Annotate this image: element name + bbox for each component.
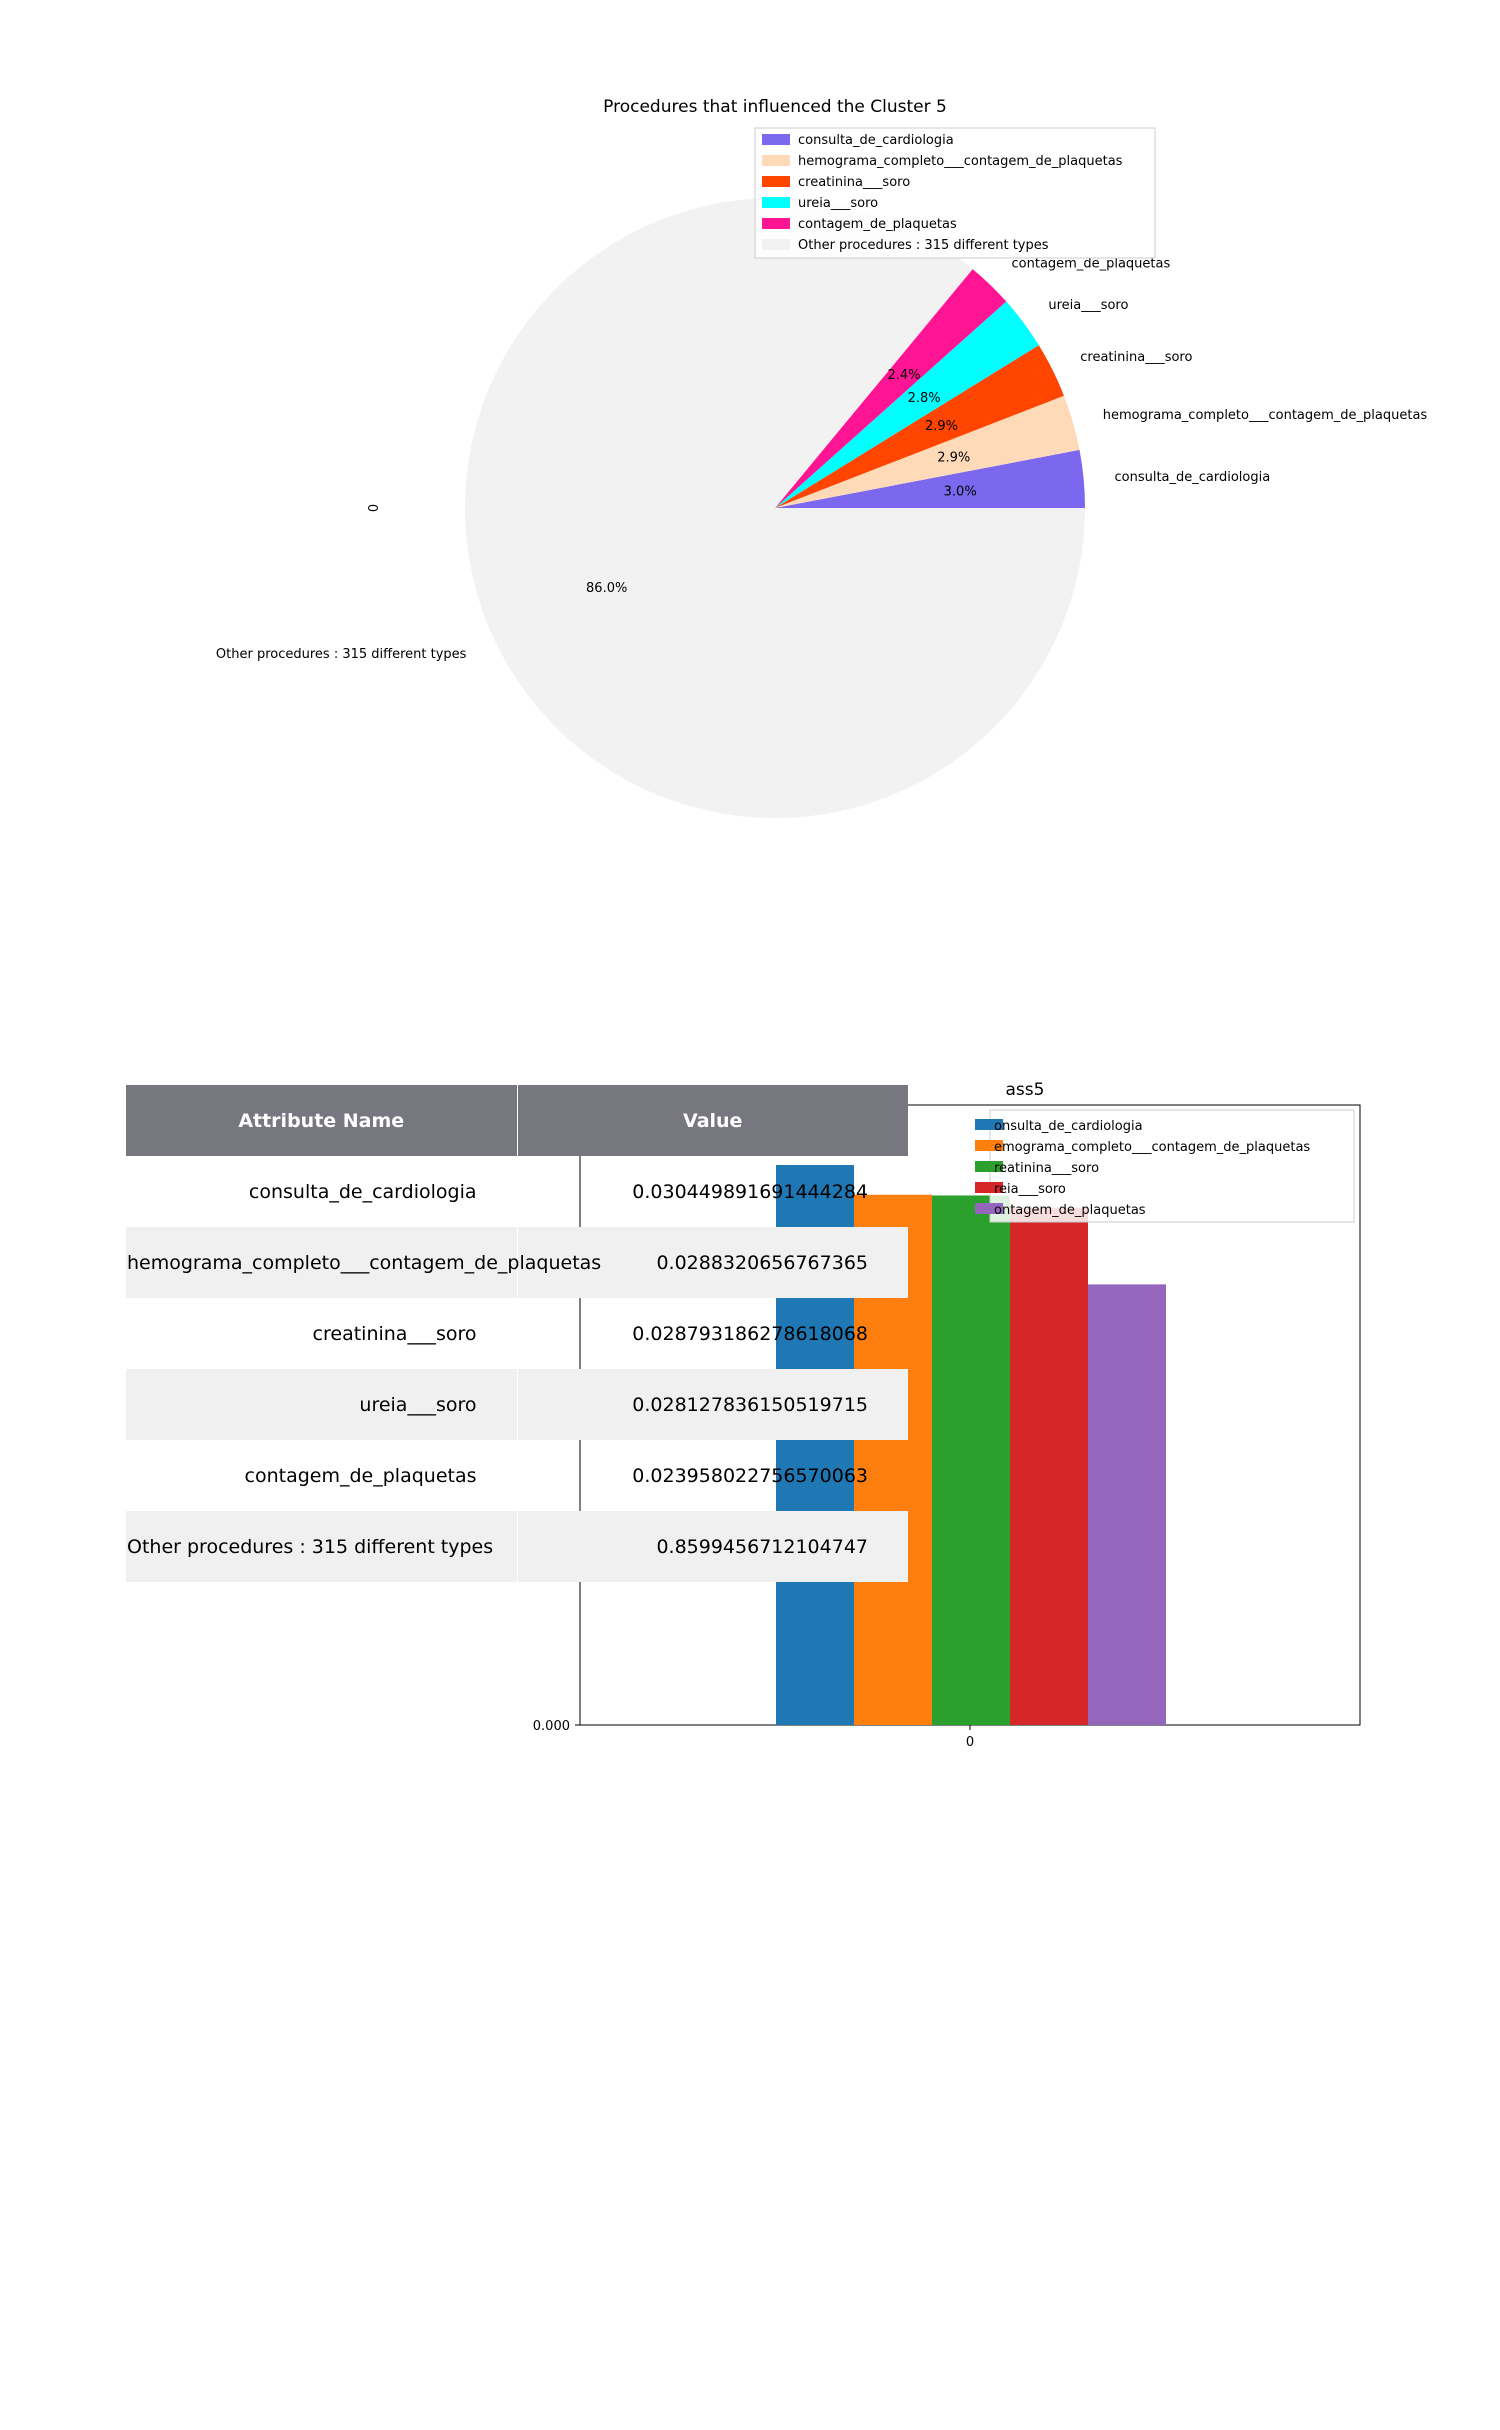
pie-legend-frame <box>754 127 1156 259</box>
table-cell-attribute: hemograma_completo___contagem_de_plaquet… <box>126 1227 601 1298</box>
bar-legend-label: ontagem_de_plaquetas <box>994 1203 1146 1218</box>
table-cell-value: 0.030449891691444284 <box>516 1156 908 1227</box>
bar-legend-swatch <box>975 1140 1003 1151</box>
column-header-attribute-name: Attribute Name <box>126 1085 517 1156</box>
pie-ylabel: 0 <box>367 504 382 512</box>
pie-slice <box>465 197 1086 818</box>
table-row: contagem_de_plaquetas 0.0239580227565700… <box>126 1440 908 1511</box>
pie-legend-label: Other procedures : 315 different types <box>798 238 1049 253</box>
pie-category-label: Other procedures : 315 different types <box>216 647 467 662</box>
table-row: hemograma_completo___contagem_de_plaquet… <box>126 1227 908 1298</box>
pie-legend-swatch <box>762 218 790 229</box>
bar-legend-label: reia___soro <box>994 1182 1066 1197</box>
table-cell-attribute: contagem_de_plaquetas <box>244 1464 477 1487</box>
table-cell-value: 0.028793186278618068 <box>516 1298 908 1369</box>
pie-category-label: consulta_de_cardiologia <box>1114 470 1270 485</box>
pie-slice <box>775 395 1080 508</box>
attribute-table: Attribute Name Value consulta_de_cardiol… <box>126 1085 908 1582</box>
table-cell-value: 0.0288320656767365 <box>516 1227 908 1298</box>
table-header-row: Attribute Name Value <box>126 1085 908 1156</box>
bar-legend: onsulta_de_cardiologia emograma_completo_… <box>975 1109 1355 1223</box>
pie-legend-swatch <box>762 176 790 187</box>
bar-xtick-label: 0 <box>966 1735 974 1750</box>
pie-legend-swatch <box>762 155 790 166</box>
table-row: ureia___soro 0.028127836150519715 <box>126 1369 908 1440</box>
table-cell-value: 0.023958022756570063 <box>516 1440 908 1511</box>
table-cell-attribute: consulta_de_cardiologia <box>248 1180 477 1203</box>
pie-legend-swatch <box>762 134 790 145</box>
bar-rect <box>932 1195 1010 1725</box>
pie-category-label: hemograma_completo___contagem_de_plaquet… <box>1103 408 1428 423</box>
pie-pct-label: 2.4% <box>888 368 921 383</box>
bar-legend-swatch <box>975 1182 1003 1193</box>
table-row: creatinina___soro 0.028793186278618068 <box>126 1298 908 1369</box>
pie-legend-swatch <box>762 197 790 208</box>
pie-slice <box>775 345 1064 508</box>
column-header-value: Value <box>516 1085 908 1156</box>
pie-pct-label: 2.9% <box>937 451 970 466</box>
bar-legend-swatch <box>975 1119 1003 1130</box>
bar-ytick-label: 0.000 <box>533 1719 570 1734</box>
pie-title: Procedures that influenced the Cluster 5 <box>603 97 947 117</box>
pie-category-label: contagem_de_plaquetas <box>1012 256 1171 271</box>
table-cell-attribute: Other procedures : 315 different types <box>126 1511 517 1582</box>
pie-legend: consulta_de_cardiologia hemograma_complet… <box>754 127 1156 259</box>
pie-slice <box>775 301 1039 508</box>
pie-labels: 3.0% consulta_de_cardiologia 2.9% hemograma… <box>216 256 1428 662</box>
pie-category-label: creatinina___soro <box>1080 350 1192 365</box>
table-cell-attribute: creatinina___soro <box>312 1322 477 1345</box>
pie-legend-label: contagem_de_plaquetas <box>798 217 957 232</box>
pie-legend-swatch <box>762 239 790 250</box>
pie-pct-label: 3.0% <box>944 484 977 499</box>
pie-pct-label: 2.8% <box>908 391 941 406</box>
table-row: consulta_de_cardiologia 0.03044989169144… <box>126 1156 908 1227</box>
pie-slices <box>465 197 1086 818</box>
table-cell-attribute: ureia___soro <box>126 1369 517 1440</box>
bar-rect <box>1010 1207 1088 1725</box>
pie-legend-label: ureia___soro <box>798 196 878 211</box>
pie-legend-label: creatinina___soro <box>798 175 910 190</box>
table-cell-value: 0.8599456712104747 <box>516 1511 908 1582</box>
bar-legend-swatch <box>975 1203 1003 1214</box>
bar-legend-label: emograma_completo___contagem_de_plaqueta… <box>994 1140 1310 1155</box>
pie-pct-label: 2.9% <box>925 419 958 434</box>
pie-pct-label: 86.0% <box>586 581 627 596</box>
table-cell-value: 0.028127836150519715 <box>516 1369 908 1440</box>
pie-category-label: ureia___soro <box>1048 298 1128 313</box>
bar-legend-swatch <box>975 1161 1003 1172</box>
bar-legend-label: onsulta_de_cardiologia <box>994 1119 1143 1134</box>
pie-chart: Procedures that influenced the Cluster 5… <box>216 97 1428 818</box>
bar-legend-label: reatinina___soro <box>994 1161 1099 1176</box>
table-row: Other procedures : 315 different types 0… <box>126 1511 908 1582</box>
pie-legend-label: consulta_de_cardiologia <box>798 133 954 148</box>
bar-title-fragment: ass5 <box>1006 1080 1045 1100</box>
pie-legend-label: hemograma_completo___contagem_de_plaquet… <box>798 154 1123 169</box>
pie-slice <box>775 449 1085 508</box>
bar-rect <box>1088 1284 1166 1725</box>
pie-slice <box>775 269 1007 508</box>
